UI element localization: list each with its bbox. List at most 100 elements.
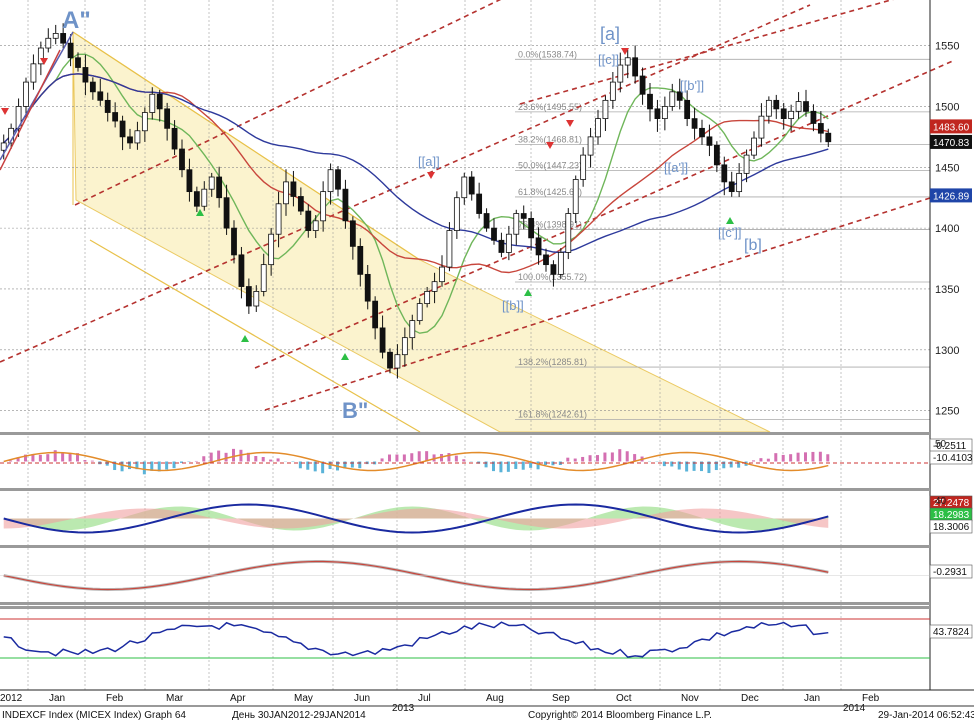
candle-body	[743, 154, 750, 174]
histogram-bar	[737, 461, 741, 468]
candle-body	[179, 148, 185, 171]
candle-body	[387, 351, 393, 369]
sell-arrow-icon	[546, 142, 554, 149]
histogram-bar	[76, 453, 79, 462]
readout-text: 43.7824	[933, 627, 970, 638]
readout-text: -0.2511	[933, 441, 967, 452]
histogram-bar	[618, 449, 622, 462]
histogram-bar	[596, 455, 599, 462]
candle-body	[60, 33, 67, 44]
buy-arrow-icon	[341, 353, 349, 360]
histogram-bar	[573, 458, 577, 462]
candle-body	[669, 91, 676, 107]
moving-averages	[3, 53, 829, 334]
histogram-bar	[722, 461, 726, 469]
candle-body	[253, 291, 260, 307]
candle-body	[30, 63, 37, 83]
candle-body	[275, 203, 282, 235]
fib-label: 61.8%(1425.63)	[518, 187, 582, 197]
candle-body	[104, 99, 111, 113]
x-tick-label: Nov	[681, 693, 699, 704]
candle-body	[119, 120, 126, 138]
candle-body	[565, 213, 572, 253]
candle-body	[572, 179, 579, 214]
candle-body	[45, 37, 52, 49]
dashed-channels	[0, 0, 956, 411]
histogram-bar	[759, 458, 763, 462]
histogram-bar	[343, 461, 347, 469]
y-axis: 1250 1300 1350 1400 1450 1500 1550	[935, 41, 959, 418]
y-tick-label: 1300	[935, 345, 959, 357]
dashed-channel-line	[74, 0, 502, 206]
candle-body	[149, 93, 156, 113]
histogram-bar	[603, 452, 607, 462]
histogram-bar	[224, 452, 228, 462]
readout-text: 18.3006	[933, 522, 970, 533]
histogram-bar	[321, 461, 325, 474]
indicator-panel	[0, 618, 930, 659]
candle-body	[461, 176, 468, 199]
histogram-bar	[417, 451, 421, 462]
histogram-bar	[692, 461, 696, 471]
candle-body	[268, 233, 275, 266]
candle-body	[67, 42, 74, 59]
histogram-bar	[662, 461, 666, 467]
candle-body	[260, 264, 267, 292]
price-tag	[930, 134, 972, 149]
wave-label: [[b']]	[680, 78, 704, 93]
candle-body	[699, 127, 705, 138]
candle-body	[394, 354, 401, 369]
impulse-line-red	[0, 49, 61, 171]
y-tick-label: 1350	[935, 284, 959, 296]
candle-body	[505, 233, 512, 253]
candle-body	[557, 252, 564, 275]
histogram-bar	[714, 461, 718, 471]
histogram-bar	[454, 455, 458, 462]
price-tag-text: 1470.83	[933, 138, 970, 149]
fib-label: 100.0%(1355.72)	[518, 272, 587, 282]
histogram-bar	[350, 461, 354, 468]
histogram-bar	[700, 461, 703, 472]
histogram-bar	[388, 454, 391, 462]
candle-body	[23, 81, 29, 107]
candle-body	[624, 57, 631, 66]
indicator-panel	[0, 559, 930, 591]
candle-body	[112, 112, 119, 122]
footer-timestamp: 29-Jan-2014 06:52:43	[878, 710, 974, 721]
wave-label: [b]	[744, 237, 762, 254]
candle-body	[186, 169, 193, 193]
candle-body	[795, 101, 802, 112]
sell-arrow-icon	[1, 108, 9, 115]
histogram-bar	[625, 451, 629, 462]
candle-body	[654, 108, 661, 120]
candle-body	[439, 266, 445, 283]
histogram-bar	[172, 461, 176, 469]
histogram-bar	[752, 460, 755, 462]
histogram-bar	[402, 454, 406, 462]
y-tick-label: 1500	[935, 101, 959, 113]
fib-label: 161.8%(1242.61)	[518, 410, 587, 420]
candle-body	[349, 220, 356, 247]
candle-body	[453, 197, 460, 231]
indicator-panel	[0, 448, 930, 475]
candle-body	[580, 154, 587, 180]
histogram-bar	[677, 461, 681, 470]
histogram-bar	[313, 461, 317, 472]
panel-separator	[0, 602, 930, 605]
sell-arrow-icon	[40, 58, 48, 65]
red-area	[3, 508, 829, 529]
candle-body	[97, 91, 104, 101]
candle-body	[788, 110, 795, 120]
candle-body	[424, 291, 431, 304]
candle-body	[193, 191, 200, 207]
candle-body	[587, 136, 594, 156]
fib-label: 50.0%(1447.23)	[518, 161, 582, 171]
candle-body	[483, 213, 490, 229]
candle-body	[736, 172, 743, 193]
histogram-bar	[46, 454, 50, 462]
candle-body	[164, 108, 171, 129]
footer-range: День 30JAN2012-29JAN2014	[232, 710, 366, 721]
histogram-bar	[685, 461, 689, 472]
panel-axis-label: 40	[935, 496, 947, 507]
